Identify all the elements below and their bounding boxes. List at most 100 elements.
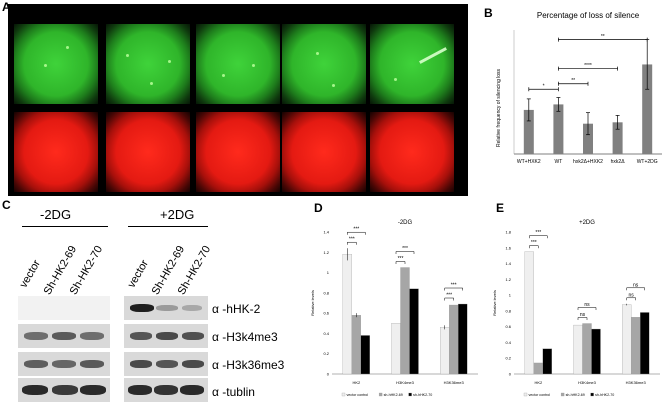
chart-d-sig-label: ***	[398, 256, 404, 262]
plate-green-5	[370, 24, 454, 104]
chart-d-bar	[342, 254, 352, 375]
chart-e-sig-label: ns	[633, 282, 639, 288]
panel-c-label: C	[2, 198, 11, 212]
chart-d-legend-label: vector control	[347, 393, 369, 397]
blot-left-h3k36me3	[18, 352, 110, 376]
col-wt-hxk2: WT+HXK2	[27, 6, 85, 20]
chart-e-bar	[573, 324, 583, 375]
row-label-tubulin: α -tublin	[212, 385, 255, 399]
blot-right-h3k36me3	[124, 352, 208, 376]
chart-d-sig-label: ***	[451, 283, 457, 289]
chart-d-ytick: 0.4	[323, 331, 329, 336]
chart-b-ylabel: Relative frequency of silencing loss	[496, 68, 502, 147]
plate-red-3	[196, 112, 280, 192]
chart-e-tick-label: H3K4me3	[578, 380, 597, 385]
chart-e-bar	[591, 328, 601, 375]
chart-d-ylabel: Relative levels	[310, 290, 315, 316]
chart-e-plot: +2DG Relative levels 0 0.2 0.4 0.6 0.8 1 1.2 1.4 1…	[492, 220, 660, 397]
panel-b-label: B	[484, 6, 493, 20]
chart-b-sig-label: **	[571, 78, 575, 84]
chart-d: -2DG Relative levels 0 0.2 0.4 0.6 0.8 1 1.2 1.4 H…	[310, 220, 478, 397]
chart-b-bar	[612, 122, 623, 154]
chart-e-ytick: 0.2	[505, 356, 511, 361]
chart-b-sig-label: ****	[584, 63, 592, 69]
chart-b-bar	[553, 104, 564, 154]
chart-d-sig-label: ***	[446, 293, 452, 299]
col-hxk2d-hxk2: hxk2Δ+HXK2	[200, 6, 276, 20]
chart-e-bar	[640, 312, 650, 375]
group-minus-2dg: -2DG	[40, 207, 72, 222]
row-label-hhk2: α -hHK-2	[212, 302, 261, 316]
chart-d-sig-label: ***	[353, 227, 359, 233]
chart-e-ytick: 1.2	[505, 277, 511, 282]
group-minus-line	[22, 226, 108, 227]
chart-e-bar	[524, 251, 534, 375]
col-wt: WT	[138, 6, 158, 20]
row-label-h3k36me3: α -H3k36me3	[212, 358, 285, 372]
chart-d-ytick: 0.2	[323, 351, 329, 356]
chart-d-title: -2DG	[398, 220, 413, 226]
chart-b-title: Percentage of loss of silence	[537, 11, 640, 20]
chart-d-bar	[400, 267, 410, 375]
chart-b-tick-label: WT+HXK2	[517, 159, 541, 165]
plate-green-4	[282, 24, 366, 104]
plate-green-3	[196, 24, 280, 104]
plate-red-5	[370, 112, 454, 192]
chart-e-bar	[542, 348, 552, 375]
chart-b-tick-label: WT	[555, 159, 563, 165]
chart-e-ytick: 0.4	[505, 340, 511, 345]
blot-left-tubulin	[18, 378, 110, 402]
chart-b-sig-label: **	[601, 34, 605, 40]
chart-d-sig-label: ***	[349, 237, 355, 243]
chart-d-bar	[360, 335, 370, 375]
chart-b-plot: WT+HXK2 WT hxk2Δ+HXK2 hxk2Δ WT+2DG*********	[513, 30, 662, 165]
chart-e: +2DG Relative levels 0 0.2 0.4 0.6 0.8 1 1.2 1.4 1…	[492, 220, 660, 397]
chart-e-ytick: 1.6	[505, 245, 511, 250]
chart-d-legend-swatch	[378, 392, 383, 397]
group-plus-line	[128, 226, 208, 227]
chart-e-legend-swatch	[590, 392, 594, 397]
panel-a-label: A	[2, 0, 11, 14]
chart-e-tick-label: H3K36me3	[626, 380, 647, 385]
chart-e-legend-label: sh-hHK2-70	[595, 393, 614, 397]
chart-b-tick-label: hxk2Δ	[611, 159, 626, 165]
chart-e-ytick: 0	[509, 372, 512, 377]
chart-d-legend-label: sh-hHK2-70	[413, 393, 432, 397]
chart-e-ytick: 0.8	[505, 308, 511, 313]
chart-d-bar	[409, 288, 419, 375]
chart-d-legend-swatch	[408, 392, 412, 397]
chart-d-tick-label: H3K4me3	[396, 380, 415, 385]
chart-d-tick-label: H3K36me3	[444, 380, 465, 385]
chart-d-ytick: 0.6	[323, 311, 329, 316]
chart-e-title: +2DG	[579, 220, 595, 226]
blot-left-hhk2	[18, 296, 110, 320]
plate-red-1	[14, 112, 98, 192]
chart-d-bar	[449, 304, 459, 375]
col-hxk2d: hxk2Δ	[306, 6, 342, 20]
chart-e-ylabel: Relative levels	[492, 290, 497, 316]
plate-green-2	[106, 24, 190, 104]
chart-e-ytick: 1.4	[505, 261, 511, 266]
blot-left-h3k4me3	[18, 324, 110, 348]
chart-e-ytick: 0.6	[505, 324, 511, 329]
chart-d-ytick: 1.4	[323, 230, 329, 235]
chart-e-bar	[533, 362, 543, 375]
chart-d-legend-swatch	[341, 392, 346, 397]
plate-green-1	[14, 24, 98, 104]
chart-d-ytick: 1	[327, 270, 330, 275]
chart-b-tick-label: hxk2Δ+HXK2	[573, 159, 603, 165]
chart-d-bar	[351, 315, 361, 375]
chart-d-sig-label: ***	[402, 246, 408, 252]
chart-b-sig-label: *	[543, 84, 545, 90]
chart-b-bar	[583, 123, 593, 154]
lane-right-vector: vector	[125, 258, 151, 290]
chart-b-tick-label: WT+2DG	[637, 159, 658, 165]
blot-right-h3k4me3	[124, 324, 208, 348]
blot-right-tubulin	[124, 378, 208, 402]
chart-d-ytick: 0	[327, 372, 330, 377]
col-wt-2dg: WT+2-DG	[384, 6, 440, 20]
chart-e-sig-label: ns	[629, 292, 635, 298]
chart-e-sig-label: ***	[535, 230, 541, 236]
plate-red-2	[106, 112, 190, 192]
chart-e-legend-label: vector control	[529, 393, 551, 397]
